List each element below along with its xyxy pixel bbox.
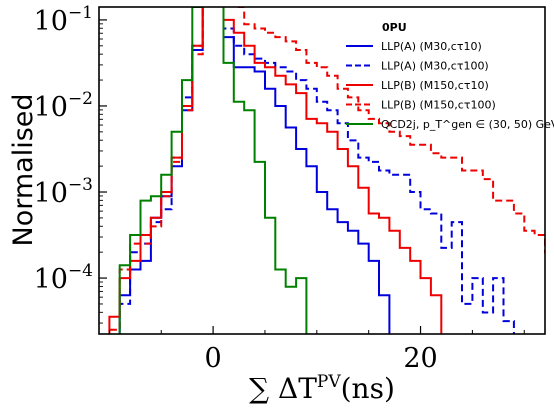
y-tick-label: 10−1 [34, 3, 93, 37]
series-line-3 [108, 7, 443, 334]
legend-entry-label: LLP(A) (M30,cτ10) [381, 40, 482, 53]
series-line-2 [118, 7, 515, 334]
legend-entry-label: LLP(B) (M150,cτ100) [381, 99, 496, 112]
y-axis-label: Normalised [8, 93, 39, 246]
legend-entry-label: LLP(B) (M150,cτ10) [381, 79, 489, 92]
y-tick-label: 10−3 [34, 175, 93, 209]
legend: 0PU LLP(A) (M30,cτ10) LLP(A) (M30,cτ100) LL… [346, 21, 554, 131]
series-line-5 [118, 7, 308, 334]
x-tick-label: 20 [403, 343, 437, 374]
tick-layer: 0 20 10−4 10−3 10−2 10−1 [34, 3, 525, 374]
x-tick-label: 0 [204, 343, 221, 374]
legend-title: 0PU [382, 21, 407, 34]
y-tick-label: 10−4 [34, 261, 93, 295]
series-line-4 [108, 7, 545, 334]
series-layer [108, 7, 545, 334]
legend-entry-label: LLP(A) (M30,cτ100) [381, 60, 489, 73]
legend-entry-label: QCD2j, p_T^gen ∈ (30, 50) GeV [381, 118, 554, 131]
y-tick-label: 10−2 [34, 89, 93, 123]
plot-frame [98, 6, 546, 335]
x-axis-label: ∑ ΔTPV(ns) [249, 372, 395, 405]
